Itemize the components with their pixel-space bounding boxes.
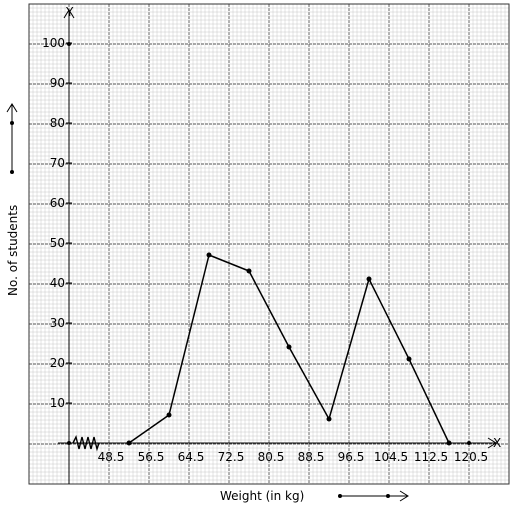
data-point xyxy=(126,440,132,446)
x-tick-label: 56.5 xyxy=(138,450,165,464)
y-axis-arrow-icon xyxy=(63,9,75,19)
y-tick-label: 60 xyxy=(50,196,65,210)
y-tick-label: 30 xyxy=(50,316,65,330)
x-tick-label: 48.5 xyxy=(98,450,125,464)
x-tick-label: 80.5 xyxy=(258,450,285,464)
data-point xyxy=(206,252,212,258)
x-axis-title: Weight (in kg) xyxy=(220,489,304,503)
y-axis-letter: Y xyxy=(65,5,74,19)
y-tick-label: 80 xyxy=(50,116,65,130)
x-tick-label: 120.5 xyxy=(454,450,488,464)
x-tick-label: 88.5 xyxy=(298,450,325,464)
ticks: 10 20 30 40 50 60 70 80 90 100 48.5 56.5 64.5 72.5 80.… xyxy=(42,36,488,464)
x-tick-label: 112.5 xyxy=(414,450,448,464)
data-point xyxy=(286,344,292,350)
axis-break-icon xyxy=(72,434,100,452)
data-point xyxy=(366,276,372,282)
x-tick-label: 72.5 xyxy=(218,450,245,464)
y-tick-label: 90 xyxy=(50,76,65,90)
data-point xyxy=(246,268,252,274)
x-arrow-icon xyxy=(338,490,409,502)
data-point xyxy=(406,356,412,362)
x-tick-label: 104.5 xyxy=(374,450,408,464)
y-tick-label: 40 xyxy=(50,276,65,290)
origin-dot xyxy=(67,441,71,445)
y-axis-title: No. of students xyxy=(6,205,20,296)
grid xyxy=(28,3,510,485)
data-point xyxy=(326,416,332,422)
y-tick-label: 10 xyxy=(50,396,65,410)
y-tick-label: 20 xyxy=(50,356,65,370)
y-tick-label: 50 xyxy=(50,236,65,250)
data-point xyxy=(446,440,452,446)
y-tick-label: 100 xyxy=(42,36,65,50)
grid-frame xyxy=(28,3,510,485)
x-end-dot xyxy=(467,441,471,445)
x-axis-letter: X xyxy=(493,436,501,450)
x-tick-label: 96.5 xyxy=(338,450,365,464)
x-tick-label: 64.5 xyxy=(178,450,205,464)
y-tick-label: 70 xyxy=(50,156,65,170)
y-arrow-icon xyxy=(6,103,18,174)
x-axis-arrow-icon xyxy=(487,437,497,449)
series-layer xyxy=(126,252,452,446)
data-point xyxy=(166,412,172,418)
